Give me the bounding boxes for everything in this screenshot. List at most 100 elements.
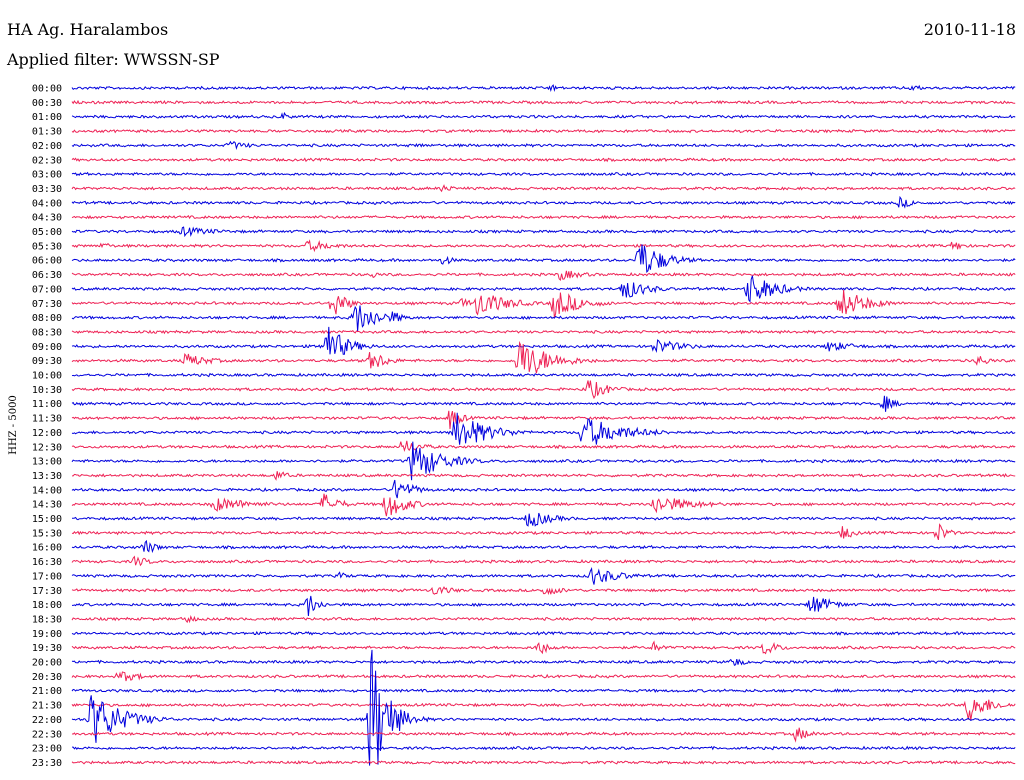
row-time-label: 02:00 bbox=[32, 141, 62, 152]
trace-line bbox=[71, 699, 1016, 721]
trace-group bbox=[71, 84, 1016, 766]
trace-line bbox=[71, 214, 1016, 220]
row-time-label: 08:00 bbox=[32, 313, 62, 324]
trace-line bbox=[71, 479, 1016, 499]
row-time-label: 17:00 bbox=[32, 571, 62, 582]
row-time-label: 10:30 bbox=[32, 385, 62, 396]
trace-line bbox=[71, 441, 1016, 481]
row-time-label: 02:30 bbox=[32, 155, 62, 166]
trace-line bbox=[71, 493, 1016, 517]
row-time-label: 07:00 bbox=[32, 284, 62, 295]
time-tick-labels: 00:00 00:30 01:00 01:30 02:00 02:30 03:00 03:30… bbox=[32, 84, 62, 769]
row-time-label: 12:00 bbox=[32, 428, 62, 439]
trace-line bbox=[71, 111, 1016, 119]
trace-line bbox=[71, 270, 1016, 281]
trace-line bbox=[72, 595, 1016, 617]
trace-line bbox=[71, 128, 1016, 134]
trace-line bbox=[71, 99, 1016, 105]
trace-line bbox=[71, 171, 1016, 177]
row-time-label: 15:30 bbox=[32, 528, 62, 539]
trace-line bbox=[71, 226, 1016, 238]
filter-label: Applied filter: WWSSN-SP bbox=[7, 50, 220, 69]
trace-line bbox=[71, 195, 1016, 209]
row-time-label: 04:00 bbox=[32, 198, 62, 209]
trace-line bbox=[71, 410, 1016, 430]
trace-line bbox=[71, 614, 1016, 624]
row-time-label: 08:30 bbox=[32, 327, 62, 338]
row-time-label: 11:00 bbox=[32, 399, 62, 410]
trace-line bbox=[71, 440, 1016, 453]
trace-line bbox=[72, 512, 1016, 527]
row-time-label: 11:30 bbox=[32, 414, 62, 425]
row-time-label: 06:00 bbox=[32, 256, 62, 267]
row-time-label: 17:30 bbox=[32, 586, 62, 597]
trace-line bbox=[71, 586, 1016, 596]
trace-line bbox=[71, 329, 1016, 335]
trace-line bbox=[71, 289, 1016, 319]
trace-line bbox=[71, 555, 1016, 567]
trace-line bbox=[71, 523, 1016, 541]
row-time-label: 20:00 bbox=[32, 658, 62, 669]
row-time-label: 01:00 bbox=[32, 112, 62, 123]
plot-date: 2010-11-18 bbox=[923, 20, 1016, 39]
trace-line bbox=[71, 84, 1016, 93]
trace-line bbox=[71, 184, 1016, 193]
row-time-label: 09:30 bbox=[32, 356, 62, 367]
row-time-label: 21:30 bbox=[32, 701, 62, 712]
trace-line bbox=[71, 380, 1016, 400]
row-time-label: 05:30 bbox=[32, 241, 62, 252]
row-time-label: 21:00 bbox=[32, 686, 62, 697]
trace-line bbox=[71, 372, 1016, 378]
row-time-label: 16:00 bbox=[32, 543, 62, 554]
trace-line bbox=[71, 275, 1016, 303]
trace-line bbox=[71, 326, 1016, 355]
trace-line bbox=[71, 340, 1016, 374]
row-time-label: 12:30 bbox=[32, 442, 62, 453]
trace-line bbox=[71, 640, 1016, 655]
row-time-label: 14:00 bbox=[32, 485, 62, 496]
row-time-label: 23:00 bbox=[32, 744, 62, 755]
row-time-label: 18:00 bbox=[32, 600, 62, 611]
row-time-label: 05:00 bbox=[32, 227, 62, 238]
trace-line bbox=[71, 305, 1016, 332]
row-time-label: 03:30 bbox=[32, 184, 62, 195]
row-time-label: 19:30 bbox=[32, 643, 62, 654]
trace-line bbox=[71, 760, 1016, 765]
trace-line bbox=[71, 649, 1016, 766]
y-axis-label: HHZ - 5000 bbox=[8, 395, 19, 455]
trace-line bbox=[71, 140, 1016, 151]
row-time-label: 13:30 bbox=[32, 471, 62, 482]
row-time-label: 18:30 bbox=[32, 614, 62, 625]
trace-line bbox=[71, 244, 1016, 274]
row-time-label: 14:30 bbox=[32, 500, 62, 511]
row-time-label: 10:00 bbox=[32, 371, 62, 382]
row-time-label: 06:30 bbox=[32, 270, 62, 281]
station-title: HA Ag. Haralambos bbox=[7, 20, 169, 39]
row-time-label: 00:30 bbox=[32, 98, 62, 109]
row-time-label: 19:00 bbox=[32, 629, 62, 640]
trace-line bbox=[72, 471, 1016, 481]
row-time-label: 20:30 bbox=[32, 672, 62, 683]
row-time-label: 09:00 bbox=[32, 342, 62, 353]
trace-line bbox=[71, 671, 1016, 682]
trace-line bbox=[71, 688, 1016, 694]
trace-line bbox=[71, 658, 1016, 666]
trace-line bbox=[72, 745, 1016, 751]
trace-line bbox=[71, 630, 1016, 636]
trace-line bbox=[71, 566, 1016, 585]
trace-line bbox=[71, 539, 1016, 554]
row-time-label: 23:30 bbox=[32, 758, 62, 769]
row-time-label: 16:30 bbox=[32, 557, 62, 568]
row-time-label: 22:00 bbox=[32, 715, 62, 726]
row-time-label: 04:30 bbox=[32, 213, 62, 224]
row-time-label: 15:00 bbox=[32, 514, 62, 525]
trace-line bbox=[71, 727, 1016, 743]
trace-line bbox=[71, 157, 1016, 163]
row-time-label: 00:00 bbox=[32, 84, 62, 95]
row-time-label: 03:00 bbox=[32, 170, 62, 181]
row-time-label: 07:30 bbox=[32, 299, 62, 310]
row-time-label: 01:30 bbox=[32, 127, 62, 138]
trace-line bbox=[71, 412, 1016, 445]
trace-line bbox=[71, 395, 1016, 412]
